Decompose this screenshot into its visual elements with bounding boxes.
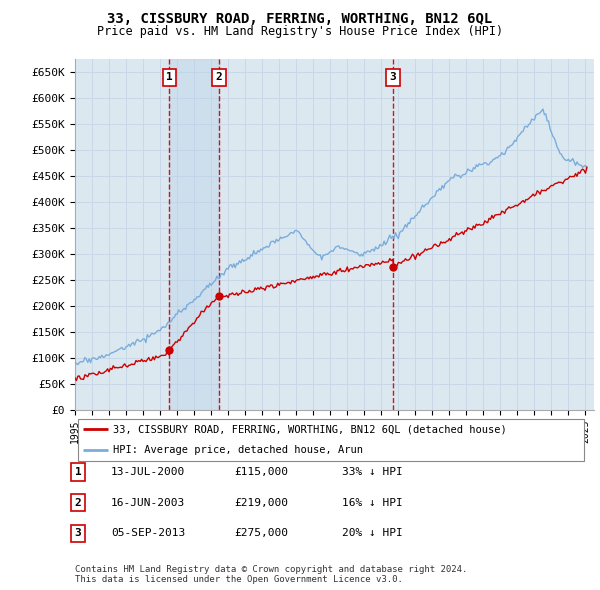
Text: HPI: Average price, detached house, Arun: HPI: Average price, detached house, Arun bbox=[113, 445, 364, 455]
Bar bbox=[169, 59, 219, 410]
Text: 3: 3 bbox=[74, 529, 82, 538]
Text: 3: 3 bbox=[389, 72, 396, 82]
Text: 20% ↓ HPI: 20% ↓ HPI bbox=[342, 529, 403, 538]
Text: 2: 2 bbox=[74, 498, 82, 507]
Text: £219,000: £219,000 bbox=[234, 498, 288, 507]
Text: 33% ↓ HPI: 33% ↓ HPI bbox=[342, 467, 403, 477]
Text: 1: 1 bbox=[74, 467, 82, 477]
Text: Contains HM Land Registry data © Crown copyright and database right 2024.
This d: Contains HM Land Registry data © Crown c… bbox=[75, 565, 467, 584]
Text: 16-JUN-2003: 16-JUN-2003 bbox=[111, 498, 185, 507]
Text: 16% ↓ HPI: 16% ↓ HPI bbox=[342, 498, 403, 507]
FancyBboxPatch shape bbox=[77, 419, 584, 461]
Text: £275,000: £275,000 bbox=[234, 529, 288, 538]
Text: 33, CISSBURY ROAD, FERRING, WORTHING, BN12 6QL: 33, CISSBURY ROAD, FERRING, WORTHING, BN… bbox=[107, 12, 493, 26]
Text: 33, CISSBURY ROAD, FERRING, WORTHING, BN12 6QL (detached house): 33, CISSBURY ROAD, FERRING, WORTHING, BN… bbox=[113, 424, 507, 434]
Text: £115,000: £115,000 bbox=[234, 467, 288, 477]
Text: 1: 1 bbox=[166, 72, 173, 82]
Text: 2: 2 bbox=[215, 72, 223, 82]
Text: Price paid vs. HM Land Registry's House Price Index (HPI): Price paid vs. HM Land Registry's House … bbox=[97, 25, 503, 38]
Text: 05-SEP-2013: 05-SEP-2013 bbox=[111, 529, 185, 538]
Text: 13-JUL-2000: 13-JUL-2000 bbox=[111, 467, 185, 477]
